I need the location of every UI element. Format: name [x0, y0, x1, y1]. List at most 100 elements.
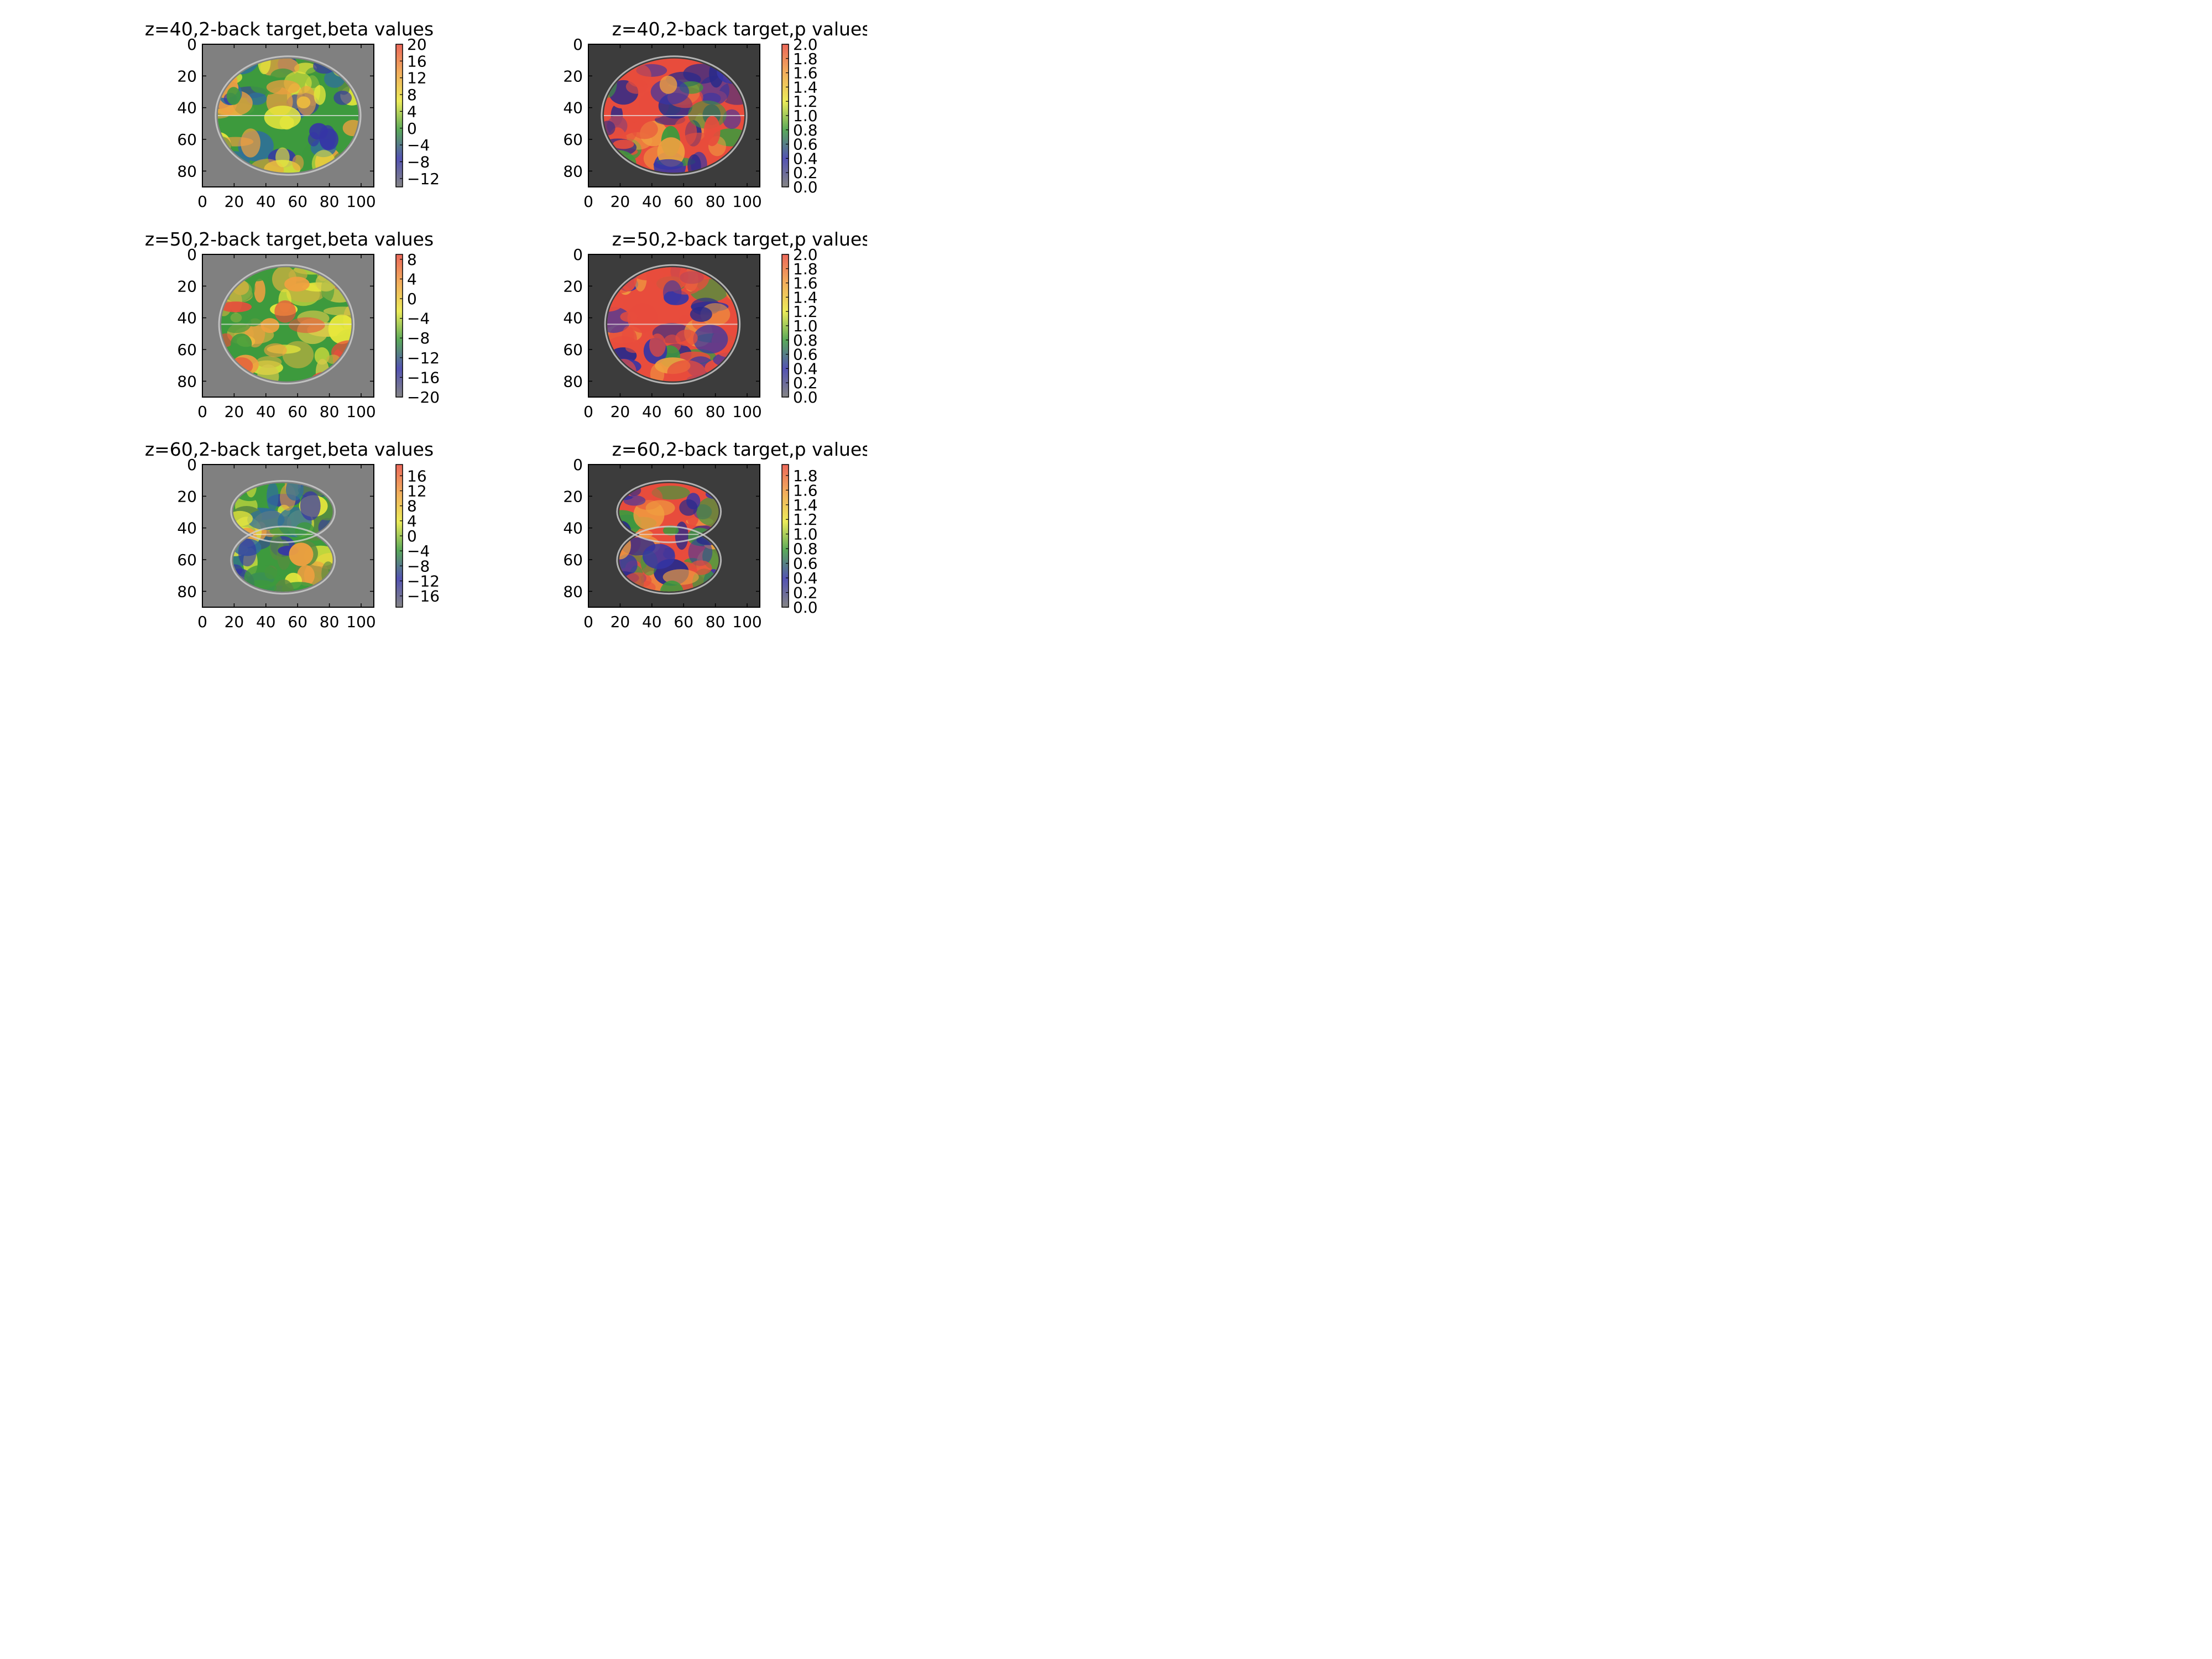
panel-4: z=50,2-back target,p values 0 20 40 60 80 100 0…: [563, 228, 867, 421]
y-tick-label: 80: [563, 582, 583, 601]
axes-frame: [588, 254, 760, 398]
panel-title: z=50,2-back target,beta values: [145, 228, 434, 250]
x-tick-label: 80: [320, 403, 340, 421]
x-tick-label: 0: [583, 613, 593, 631]
colorbar-tick-label: 2.0: [793, 35, 818, 54]
y-tick-label: 40: [177, 309, 197, 327]
x-tick-label: 0: [197, 613, 207, 631]
colorbar-tick-label: 0.8: [793, 331, 818, 349]
x-tick-label: 0: [583, 192, 593, 211]
colorbar-tick-label: 0.0: [793, 388, 818, 406]
x-tick-label: 100: [346, 403, 375, 421]
colorbar-tick-label: 0.6: [793, 555, 818, 573]
x-tick-label: 60: [288, 403, 307, 421]
x-tick-label: 20: [225, 613, 244, 631]
panel-1: z=40,2-back target,beta values 0 20 40 60 80 1…: [145, 18, 440, 211]
panel-title: z=40,2-back target,beta values: [145, 18, 434, 40]
panel-6: z=60,2-back target,p values 0 20 40 60 80 100 0…: [563, 439, 867, 631]
colorbar-tick-label: −20: [407, 388, 440, 406]
x-tick-label: 20: [611, 403, 630, 421]
colorbar-tick-label: 1.4: [793, 496, 818, 514]
colorbar-tick-label: −12: [407, 572, 440, 590]
x-tick-label: 60: [288, 613, 307, 631]
colorbar-tick-label: −4: [407, 542, 430, 560]
x-tick-label: 0: [197, 403, 207, 421]
panel-title: z=50,2-back target,p values: [612, 228, 867, 250]
colorbar-tick-label: 16: [407, 52, 427, 70]
x-tick-label: 100: [346, 192, 375, 211]
colorbar-tick-label: 0.2: [793, 374, 818, 392]
x-tick-label: 80: [706, 613, 726, 631]
y-tick-label: 80: [177, 582, 197, 601]
x-tick-label: 60: [288, 192, 307, 211]
colorbar-tick-label: 1.0: [793, 317, 818, 335]
y-tick-label: 40: [563, 519, 583, 538]
colorbar-tick-label: 1.0: [793, 107, 818, 125]
colorbar-tick-label: −16: [407, 587, 440, 606]
x-tick-label: 40: [256, 613, 276, 631]
colorbar-tick-label: 0.0: [793, 598, 818, 617]
y-tick-label: 60: [177, 131, 197, 149]
colorbar-tick-label: 12: [407, 482, 427, 500]
colorbar-tick-label: 1.2: [793, 302, 818, 321]
colorbar-tick-label: 1.4: [793, 78, 818, 96]
x-tick-label: 40: [642, 613, 662, 631]
x-tick-label: 40: [256, 192, 276, 211]
y-tick-label: 20: [177, 67, 197, 85]
colorbar-tick-label: 0.6: [793, 135, 818, 154]
colorbar-tick-label: 1.2: [793, 92, 818, 111]
colorbar-tick-label: −4: [407, 310, 430, 328]
colorbar-tick-label: 4: [407, 512, 417, 530]
colorbar-tick-label: 0.8: [793, 121, 818, 139]
x-tick-label: 20: [611, 613, 630, 631]
colorbar: [395, 254, 403, 398]
colorbar-tick-label: 0: [407, 290, 417, 308]
y-tick-label: 60: [563, 551, 583, 569]
x-tick-label: 100: [732, 192, 761, 211]
colorbar-tick-label: 2.0: [793, 246, 818, 264]
axes-frame: [202, 44, 374, 187]
x-tick-label: 20: [611, 192, 630, 211]
y-tick-label: 80: [563, 372, 583, 390]
colorbar-tick-label: −8: [407, 557, 430, 575]
colorbar-tick-label: 4: [407, 270, 417, 288]
colorbar-tick-label: −16: [407, 368, 440, 387]
colorbar-tick-label: −12: [407, 349, 440, 367]
colorbar-tick-label: 1.6: [793, 481, 818, 499]
colorbar-tick-label: 1.8: [793, 50, 818, 68]
axes-frame: [588, 44, 760, 187]
colorbar-tick-label: −8: [407, 329, 430, 347]
colorbar-tick-label: 16: [407, 467, 427, 485]
y-tick-label: 80: [177, 162, 197, 180]
colorbar-tick-label: −8: [407, 153, 430, 171]
panel-title: z=40,2-back target,p values: [612, 18, 867, 40]
y-tick-label: 20: [563, 487, 583, 505]
panel-title: z=60,2-back target,beta values: [145, 439, 434, 460]
y-tick-label: 80: [563, 162, 583, 180]
colorbar-tick-label: 1.6: [793, 274, 818, 293]
x-tick-label: 60: [674, 403, 693, 421]
x-tick-label: 20: [225, 403, 244, 421]
x-tick-label: 40: [256, 403, 276, 421]
y-tick-label: 80: [177, 372, 197, 390]
panel-2: z=40,2-back target,p values 0 20 40 60 80 100 0…: [563, 18, 867, 211]
x-tick-label: 100: [732, 613, 761, 631]
y-tick-label: 60: [563, 131, 583, 149]
colorbar-tick-label: 1.2: [793, 510, 818, 529]
y-tick-label: 0: [187, 456, 197, 474]
y-tick-label: 40: [563, 99, 583, 117]
x-tick-label: 60: [674, 613, 693, 631]
y-tick-label: 20: [177, 277, 197, 295]
y-tick-label: 40: [177, 99, 197, 117]
y-tick-label: 60: [563, 341, 583, 359]
x-tick-label: 0: [197, 192, 207, 211]
colorbar-tick-label: 8: [407, 86, 417, 104]
y-tick-label: 0: [573, 456, 583, 474]
colorbar-tick-label: 0: [407, 527, 417, 545]
colorbar-tick-label: 0.4: [793, 359, 818, 378]
colorbar: [395, 44, 403, 187]
x-tick-label: 80: [320, 192, 340, 211]
colorbar-tick-label: −4: [407, 136, 430, 154]
